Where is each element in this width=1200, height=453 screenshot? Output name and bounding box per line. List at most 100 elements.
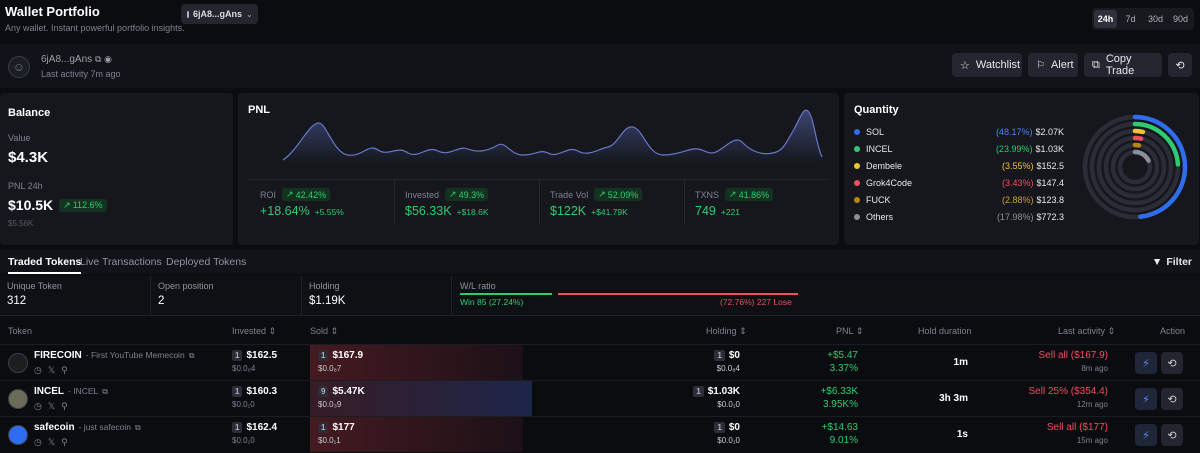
copy-trade-button[interactable]: ⧉ Copy Trade	[1084, 53, 1162, 77]
share-button[interactable]: ⟲	[1161, 388, 1183, 410]
tab-7d[interactable]: 7d	[1125, 14, 1136, 24]
sold-cell: 1 $167.9 $0.0₈7	[318, 350, 363, 373]
tab-live-transactions[interactable]: Live Transactions	[80, 256, 162, 268]
col-pnl[interactable]: PNL ⇕	[836, 326, 863, 337]
token-name[interactable]: INCEL	[34, 386, 64, 397]
invested-price: $0.0₈4	[232, 364, 256, 373]
wallet-selector[interactable]: 6jA8...gAns ⌄	[181, 4, 258, 24]
stat-trade-vol-chip-text: 52.09%	[607, 189, 639, 200]
copy-icon[interactable]: ⧉	[102, 387, 108, 396]
share-button[interactable]: ⟲	[1168, 53, 1192, 77]
share-button[interactable]: ⟲	[1161, 424, 1183, 446]
search-icon[interactable]: ⚲	[61, 401, 68, 411]
token-avatar	[8, 389, 28, 409]
stat-txns: TXNS ↗ 41.86% 749 +221	[684, 179, 829, 224]
stat-txns-label: TXNS	[695, 189, 720, 200]
invested-cell: 1 $162.4 $0.0₁0	[232, 422, 277, 445]
tab-90d[interactable]: 90d	[1172, 14, 1189, 24]
holding-cell: 1 $0 $0.0₁0	[714, 422, 740, 445]
search-icon[interactable]: ⚲	[61, 365, 68, 375]
copy-icon[interactable]: ⧉	[135, 423, 141, 432]
col-holding[interactable]: Holding ⇕	[706, 326, 747, 337]
x-icon[interactable]: 𝕏	[47, 437, 56, 447]
avatar: ☺	[8, 56, 30, 78]
watchlist-button[interactable]: ☆ Watchlist	[952, 53, 1022, 77]
stat-trade-vol-value: $122K	[550, 204, 587, 218]
legend-dot	[854, 145, 860, 152]
col-sold[interactable]: Sold ⇕	[310, 326, 338, 337]
token-name-row[interactable]: INCEL - INCEL ⧉	[34, 386, 108, 397]
legend-name: Others	[866, 211, 894, 222]
tab-traded-tokens[interactable]: Traded Tokens	[8, 256, 82, 274]
share-button[interactable]: ⟲	[1161, 352, 1183, 374]
sort-icon: ⇕	[330, 326, 339, 336]
quick-buy-button[interactable]: ⚡	[1135, 424, 1157, 446]
summary-unique: Unique Token 312	[0, 276, 150, 316]
quick-buy-button[interactable]: ⚡	[1135, 352, 1157, 374]
wallet-selector-label: 6jA8...gAns	[193, 9, 243, 19]
arrow-up-right-icon: ↗	[729, 189, 737, 199]
table-row[interactable]: INCEL - INCEL ⧉ ◷ 𝕏 ⚲ 1 $160.3 $0.0₁0 9 $5…	[0, 380, 1200, 416]
legend-value: $1.03K	[1035, 143, 1064, 154]
filter-button[interactable]: ▼ Filter	[1152, 256, 1192, 268]
x-icon[interactable]: 𝕏	[47, 365, 56, 375]
summary-holding: Holding $1.19K	[301, 276, 451, 316]
wallet-address[interactable]: 6jA8...gAns ⧉ ◉	[41, 54, 112, 65]
last-activity-time: 8m ago	[1081, 364, 1108, 373]
quick-buy-button[interactable]: ⚡	[1135, 388, 1157, 410]
lightning-icon: ⚡	[1142, 357, 1150, 370]
last-activity-time: 15m ago	[1076, 436, 1108, 445]
col-last-activity-label: Last activity	[1058, 326, 1106, 336]
last-activity-action: Sell all ($167.9)	[1038, 350, 1108, 361]
sold-volume-bar	[310, 417, 523, 452]
stat-invested-value: $56.33K	[405, 204, 452, 218]
table-row[interactable]: FIRECOIN - First YouTube Memecoin ⧉ ◷ 𝕏 …	[0, 344, 1200, 380]
globe-icon[interactable]: ◷	[34, 365, 42, 375]
token-tabs: Traded Tokens Live Transactions Deployed…	[0, 250, 1200, 274]
globe-icon[interactable]: ◷	[34, 401, 42, 411]
tab-30d[interactable]: 30d	[1147, 14, 1164, 24]
balance-value: $4.3K	[8, 149, 49, 166]
sold-value: $167.9	[332, 350, 364, 361]
holding-count: 1	[693, 386, 704, 397]
invested-count: 1	[232, 422, 243, 433]
invested-count: 1	[232, 350, 243, 361]
sold-count: 9	[318, 386, 329, 397]
col-hold-duration: Hold duration	[918, 326, 972, 336]
legend-pct: (48.17%)	[995, 126, 1033, 137]
table-row[interactable]: safecoin - just safecoin ⧉ ◷ 𝕏 ⚲ 1 $162.4…	[0, 416, 1200, 452]
stat-txns-chip-text: 41.86%	[738, 189, 770, 200]
sort-icon: ⇕	[1107, 326, 1116, 336]
stat-invested-chip-text: 49.3%	[458, 189, 485, 200]
token-name-row[interactable]: FIRECOIN - First YouTube Memecoin ⧉	[34, 350, 194, 361]
col-invested[interactable]: Invested ⇕	[232, 326, 276, 337]
x-icon[interactable]: 𝕏	[47, 401, 56, 411]
sold-count: 1	[318, 350, 329, 361]
search-icon[interactable]: ⚲	[61, 437, 68, 447]
holding-cell: 1 $1.03K $0.0₁0	[693, 386, 740, 409]
last-activity: Last activity 7m ago	[41, 69, 121, 79]
arrow-up-right-icon: ↗	[598, 189, 606, 199]
holding-value: $0	[728, 422, 740, 433]
holding-price: $0.0₁0	[717, 436, 740, 445]
stat-invested-chip: ↗ 49.3%	[445, 188, 489, 201]
star-icon: ☆	[960, 59, 970, 72]
copy-icon[interactable]: ⧉	[188, 351, 195, 360]
token-name-row[interactable]: safecoin - just safecoin ⧉	[34, 422, 141, 433]
tab-deployed-tokens[interactable]: Deployed Tokens	[166, 256, 247, 268]
legend-pct: (23.99%)	[995, 143, 1033, 154]
alert-button[interactable]: ⚐ Alert	[1028, 53, 1078, 77]
chevron-down-icon: ⌄	[246, 9, 253, 19]
tab-24h[interactable]: 24h	[1094, 10, 1117, 28]
invested-value: $160.3	[246, 386, 278, 397]
token-links: ◷ 𝕏 ⚲	[34, 365, 68, 376]
globe-icon[interactable]: ◷	[34, 437, 42, 447]
ring-others	[1117, 149, 1153, 185]
token-name[interactable]: safecoin	[34, 422, 75, 433]
col-last-activity[interactable]: Last activity ⇕	[1058, 326, 1115, 337]
token-name[interactable]: FIRECOIN	[34, 350, 82, 361]
pnl-value: +$14.63	[821, 422, 858, 433]
copy-icon[interactable]: ⧉	[94, 54, 102, 64]
pnl-percent: 3.37%	[829, 363, 858, 374]
value-label: Value	[8, 133, 31, 143]
